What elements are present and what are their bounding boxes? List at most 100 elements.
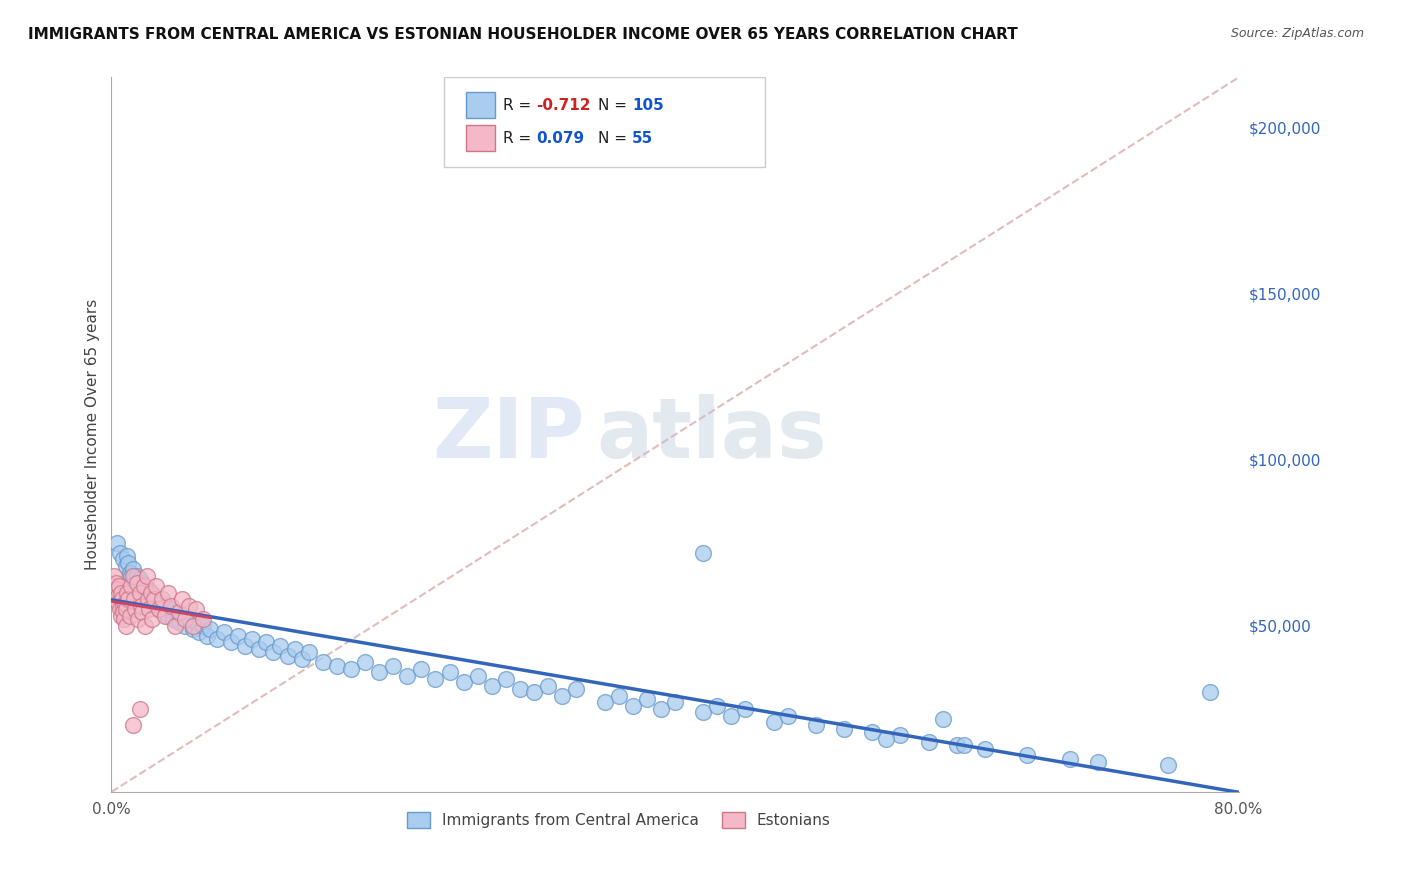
Point xyxy=(776,708,799,723)
Point xyxy=(650,702,672,716)
Point xyxy=(181,619,204,633)
Point xyxy=(156,585,179,599)
Point xyxy=(156,608,179,623)
Point xyxy=(110,608,132,623)
Point xyxy=(537,679,560,693)
Point xyxy=(804,718,827,732)
Point xyxy=(551,689,574,703)
Point xyxy=(121,562,143,576)
Bar xyxy=(467,125,495,151)
Point xyxy=(111,552,134,566)
Point xyxy=(136,592,159,607)
Point xyxy=(173,619,195,633)
Point xyxy=(127,612,149,626)
Point xyxy=(128,572,150,586)
Text: N =: N = xyxy=(599,130,633,145)
Point xyxy=(114,619,136,633)
Point xyxy=(233,639,256,653)
Point xyxy=(111,599,134,613)
Point xyxy=(191,619,214,633)
Point xyxy=(128,585,150,599)
Point xyxy=(163,619,186,633)
Point xyxy=(132,585,155,599)
Point xyxy=(262,645,284,659)
Point xyxy=(636,692,658,706)
Point xyxy=(184,602,207,616)
Point xyxy=(104,585,127,599)
Point xyxy=(150,592,173,607)
Point xyxy=(136,582,159,597)
Point xyxy=(153,599,176,613)
Text: Source: ZipAtlas.com: Source: ZipAtlas.com xyxy=(1230,27,1364,40)
Point xyxy=(170,608,193,623)
Point xyxy=(105,582,128,597)
Point xyxy=(134,579,156,593)
Point xyxy=(108,602,131,616)
Point xyxy=(103,579,125,593)
Point xyxy=(128,702,150,716)
Point xyxy=(439,665,461,680)
Point xyxy=(467,668,489,682)
Text: IMMIGRANTS FROM CENTRAL AMERICA VS ESTONIAN HOUSEHOLDER INCOME OVER 65 YEARS COR: IMMIGRANTS FROM CENTRAL AMERICA VS ESTON… xyxy=(28,27,1018,42)
Point xyxy=(177,599,200,613)
Point xyxy=(198,622,221,636)
Text: R =: R = xyxy=(502,98,536,112)
Text: N =: N = xyxy=(599,98,633,112)
Point xyxy=(889,729,911,743)
Text: atlas: atlas xyxy=(596,394,827,475)
Point xyxy=(165,606,187,620)
Point xyxy=(173,612,195,626)
Point xyxy=(120,569,142,583)
Point xyxy=(396,668,419,682)
Point xyxy=(108,546,131,560)
Point xyxy=(481,679,503,693)
Point xyxy=(312,656,335,670)
Point xyxy=(124,602,146,616)
Point xyxy=(212,625,235,640)
Point xyxy=(105,575,128,590)
Point xyxy=(298,645,321,659)
Point xyxy=(132,579,155,593)
Point xyxy=(114,558,136,573)
Point xyxy=(112,606,135,620)
Point xyxy=(141,595,163,609)
Point xyxy=(720,708,742,723)
Point xyxy=(138,592,160,607)
Point xyxy=(115,602,138,616)
Point xyxy=(107,589,129,603)
Point xyxy=(143,599,166,613)
Point xyxy=(141,612,163,626)
Point xyxy=(149,595,172,609)
Point xyxy=(509,681,531,696)
Point xyxy=(131,606,153,620)
Point xyxy=(104,592,127,607)
Point xyxy=(664,695,686,709)
Point xyxy=(125,569,148,583)
Point xyxy=(142,589,165,603)
Point xyxy=(170,592,193,607)
Point xyxy=(167,615,190,630)
Point xyxy=(368,665,391,680)
Point xyxy=(974,741,997,756)
Point xyxy=(129,599,152,613)
Point xyxy=(121,718,143,732)
Text: ZIP: ZIP xyxy=(432,394,585,475)
Point xyxy=(425,672,447,686)
Point xyxy=(1199,685,1222,699)
Point xyxy=(706,698,728,713)
Point xyxy=(269,639,291,653)
Point xyxy=(1017,748,1039,763)
Bar xyxy=(467,93,495,118)
Point xyxy=(105,535,128,549)
Point xyxy=(139,585,162,599)
Point xyxy=(291,652,314,666)
Point xyxy=(124,575,146,590)
Text: 0.079: 0.079 xyxy=(536,130,585,145)
Point xyxy=(145,592,167,607)
Point xyxy=(159,599,181,613)
Point xyxy=(1157,758,1180,772)
Point xyxy=(162,612,184,626)
Point xyxy=(110,585,132,599)
Point xyxy=(565,681,588,696)
Point xyxy=(621,698,644,713)
